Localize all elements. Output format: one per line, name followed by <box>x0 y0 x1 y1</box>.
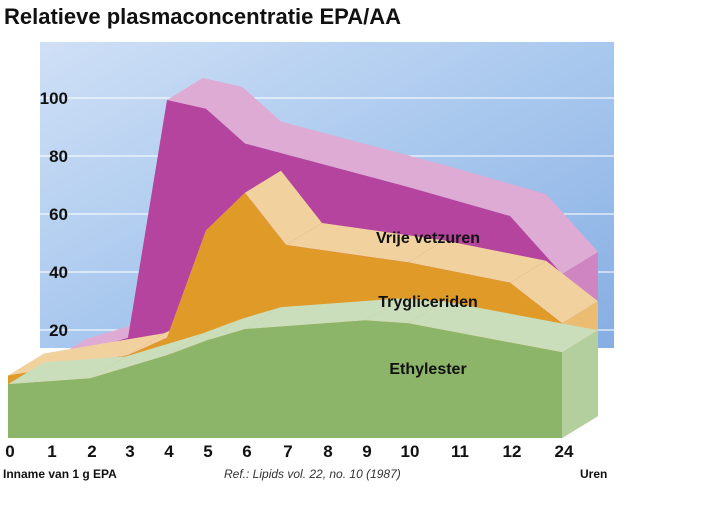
chart-title: Relatieve plasmaconcentratie EPA/AA <box>4 4 401 29</box>
series-top-ribbon <box>206 307 281 341</box>
y-tick-label: 40 <box>49 263 68 282</box>
x-tick-label: 24 <box>555 442 574 461</box>
reference-note: Ref.: Lipids vol. 22, no. 10 (1987) <box>224 467 401 481</box>
series-labels: Vrije vetzuren Trygliceriden Ethylester <box>376 230 480 378</box>
series-top-ribbon <box>365 298 444 324</box>
y-tick-label: 60 <box>49 205 68 224</box>
series-top-ribbon <box>510 260 598 324</box>
series-top-ribbon <box>167 318 242 356</box>
x-tick-label: 8 <box>323 442 332 461</box>
x-tick-label: 11 <box>451 442 469 461</box>
x-axis-label: Uren <box>580 467 607 481</box>
series-top-ribbon <box>408 301 598 353</box>
series-top-ribbon <box>245 121 444 187</box>
series-top-ribbon <box>167 78 242 109</box>
x-tick-label: 12 <box>503 442 522 461</box>
series-top-ribbon <box>245 298 401 330</box>
series-label: Vrije vetzuren <box>376 230 480 247</box>
series-top-ribbon <box>8 356 126 385</box>
series-label: Ethylester <box>389 361 466 378</box>
x-tick-label: 2 <box>87 442 96 461</box>
x-tick-label: 9 <box>362 442 371 461</box>
x-tick-label: 1 <box>47 442 56 461</box>
series-2 <box>8 298 598 438</box>
y-tick-label: 20 <box>49 321 68 340</box>
y-tick-label: 80 <box>49 147 68 166</box>
series-front-face <box>8 320 562 438</box>
series-top-ribbon <box>510 194 598 274</box>
series-top-ribbon <box>245 170 322 245</box>
x-tick-label: 5 <box>203 442 212 461</box>
series-label: Trygliceriden <box>378 294 478 311</box>
series-top-ribbon <box>286 223 444 263</box>
x-tick-label: 0 <box>5 442 14 461</box>
y-axis-ticks: 20 40 60 80 100 <box>40 89 68 340</box>
x-tick-label: 7 <box>283 442 292 461</box>
series-top-ribbon <box>408 165 546 216</box>
x-tick-label: 6 <box>242 442 251 461</box>
x-tick-label: 4 <box>164 442 174 461</box>
x-tick-label: 3 <box>125 442 134 461</box>
y-tick-label: 100 <box>40 89 68 108</box>
x-start-note: Inname van 1 g EPA <box>3 467 117 481</box>
series-side <box>562 330 598 438</box>
series-top-ribbon <box>90 333 203 379</box>
series-top-ribbon <box>408 240 546 283</box>
x-tick-label: 10 <box>401 442 420 461</box>
x-axis-ticks: 0 1 2 3 4 5 6 7 8 9 10 11 12 24 <box>5 442 574 461</box>
series-top-ribbon <box>206 86 281 144</box>
series-areas <box>8 78 598 438</box>
